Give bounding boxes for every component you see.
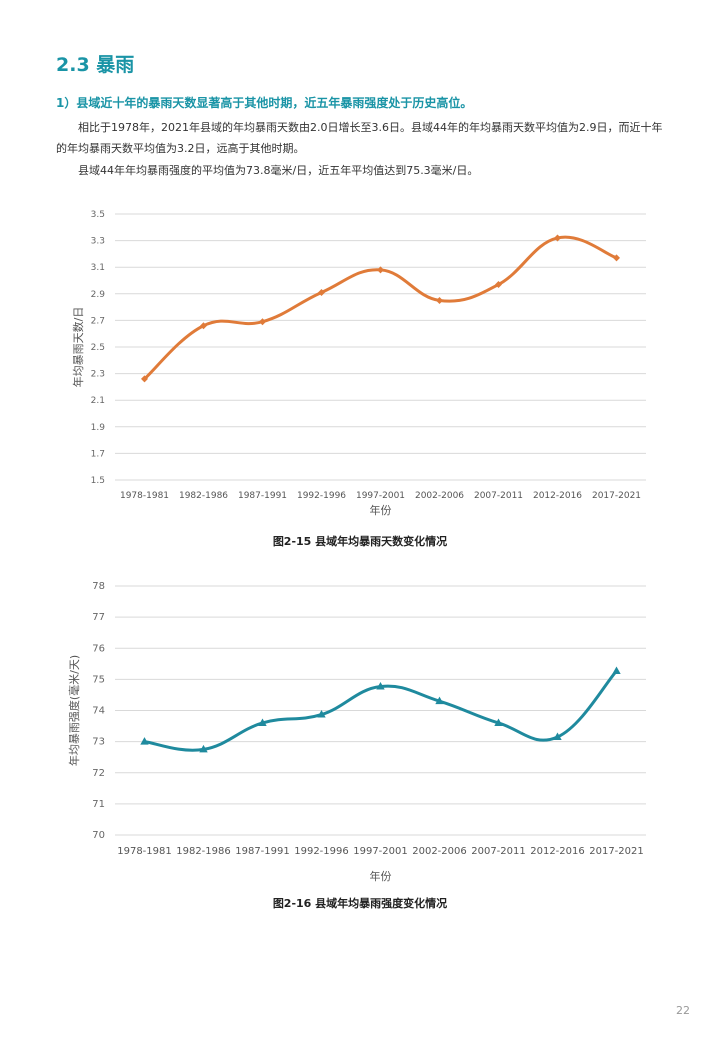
y-tick-label: 2.5 (91, 343, 105, 353)
y-tick-label: 3.3 (91, 237, 105, 247)
y-tick-label: 74 (92, 706, 105, 717)
rainstorm-intensity-chart: 70 71 72 73 74 75 76 77 78 1978-1981 1982-1986 1987… (60, 570, 660, 890)
figure-caption-2-15: 图2-15 县域年均暴雨天数变化情况 (272, 535, 448, 548)
x-tick-label: 1987-1991 (235, 846, 290, 857)
data-point (613, 254, 620, 262)
data-point (435, 696, 444, 705)
y-tick-label: 73 (92, 737, 105, 748)
x-tick-label: 1978-1981 (117, 846, 172, 857)
data-point (494, 718, 503, 726)
data-point (141, 375, 148, 383)
data-point (259, 318, 266, 326)
data-point (376, 682, 385, 690)
x-tick-label: 1982-1986 (176, 846, 231, 857)
x-tick-label: 1978-1981 (120, 491, 169, 501)
y-tick-label: 2.7 (91, 316, 105, 326)
x-tick-label: 1997-2001 (353, 846, 408, 857)
y-tick-label: 1.9 (91, 423, 106, 433)
rainstorm-intensity-chart-svg: 70 71 72 73 74 75 76 77 78 1978-1981 1982-1986 1987… (67, 581, 646, 883)
x-tick-label: 1987-1991 (238, 491, 287, 501)
x-tick-label: 2017-2021 (589, 846, 644, 857)
y-tick-label: 75 (92, 674, 105, 685)
y-tick-label: 77 (92, 612, 105, 623)
data-point (553, 732, 562, 740)
x-tick-label: 1992-1996 (297, 491, 346, 501)
figure-caption-2-16: 图2-16 县域年均暴雨强度变化情况 (272, 897, 448, 910)
data-point (317, 710, 326, 718)
rainstorm-days-chart-svg: 1.5 1.7 1.9 2.1 2.3 2.5 2.7 2.9 3.1 3.3 3.5 1978-19… (71, 210, 646, 517)
x-axis-title: 年份 (370, 869, 392, 883)
data-point (318, 288, 325, 296)
rainstorm-days-chart: 1.5 1.7 1.9 2.1 2.3 2.5 2.7 2.9 3.1 3.3 3.5 1978-19… (60, 200, 660, 530)
y-tick-label: 70 (92, 830, 105, 841)
x-tick-label: 2017-2021 (592, 491, 641, 501)
x-tick-label: 2007-2011 (474, 491, 523, 501)
y-tick-label: 78 (92, 581, 105, 592)
data-point (377, 266, 384, 274)
data-point (495, 280, 502, 288)
x-tick-label: 2007-2011 (471, 846, 526, 857)
y-tick-label: 3.5 (91, 210, 105, 220)
data-point (436, 296, 443, 304)
y-tick-label: 71 (92, 799, 105, 810)
y-tick-label: 76 (92, 643, 105, 654)
y-tick-label: 1.5 (91, 476, 105, 486)
page-number: 22 (676, 1004, 690, 1017)
data-point (258, 718, 267, 726)
x-tick-label: 2012-2016 (533, 491, 582, 501)
sub-heading: 1）县域近十年的暴雨天数显著高于其他时期，近五年暴雨强度处于历史高位。 (56, 96, 473, 110)
x-tick-label: 1997-2001 (356, 491, 405, 501)
data-point (612, 666, 621, 674)
y-tick-label: 2.9 (91, 290, 106, 300)
y-tick-label: 2.1 (91, 396, 105, 406)
y-tick-label: 1.7 (91, 449, 105, 459)
data-point (200, 322, 207, 330)
series-line (143, 235, 618, 381)
x-tick-label: 2002-2006 (415, 491, 464, 501)
x-tick-label: 2012-2016 (530, 846, 585, 857)
y-axis-title: 年均暴雨天数/日 (71, 307, 85, 388)
paragraph-2: 县域44年年均暴雨强度的平均值为73.8毫米/日，近五年平均值达到75.3毫米/… (78, 164, 479, 177)
data-point (554, 234, 561, 242)
data-point (199, 744, 208, 753)
y-axis-title: 年均暴雨强度(毫米/天) (67, 655, 81, 766)
x-axis-title: 年份 (370, 503, 392, 517)
y-tick-label: 3.1 (91, 263, 105, 273)
x-tick-label: 1982-1986 (179, 491, 228, 501)
x-tick-label: 1992-1996 (294, 846, 349, 857)
paragraph-1: 相比于1978年，2021年县域的年均暴雨天数由2.0日增长至3.6日。县域44… (56, 121, 663, 155)
x-tick-label: 2002-2006 (412, 846, 467, 857)
data-point (140, 737, 149, 745)
y-tick-label: 72 (92, 768, 105, 779)
section-title: 2.3 暴雨 (56, 54, 135, 76)
y-tick-label: 2.3 (91, 370, 105, 380)
